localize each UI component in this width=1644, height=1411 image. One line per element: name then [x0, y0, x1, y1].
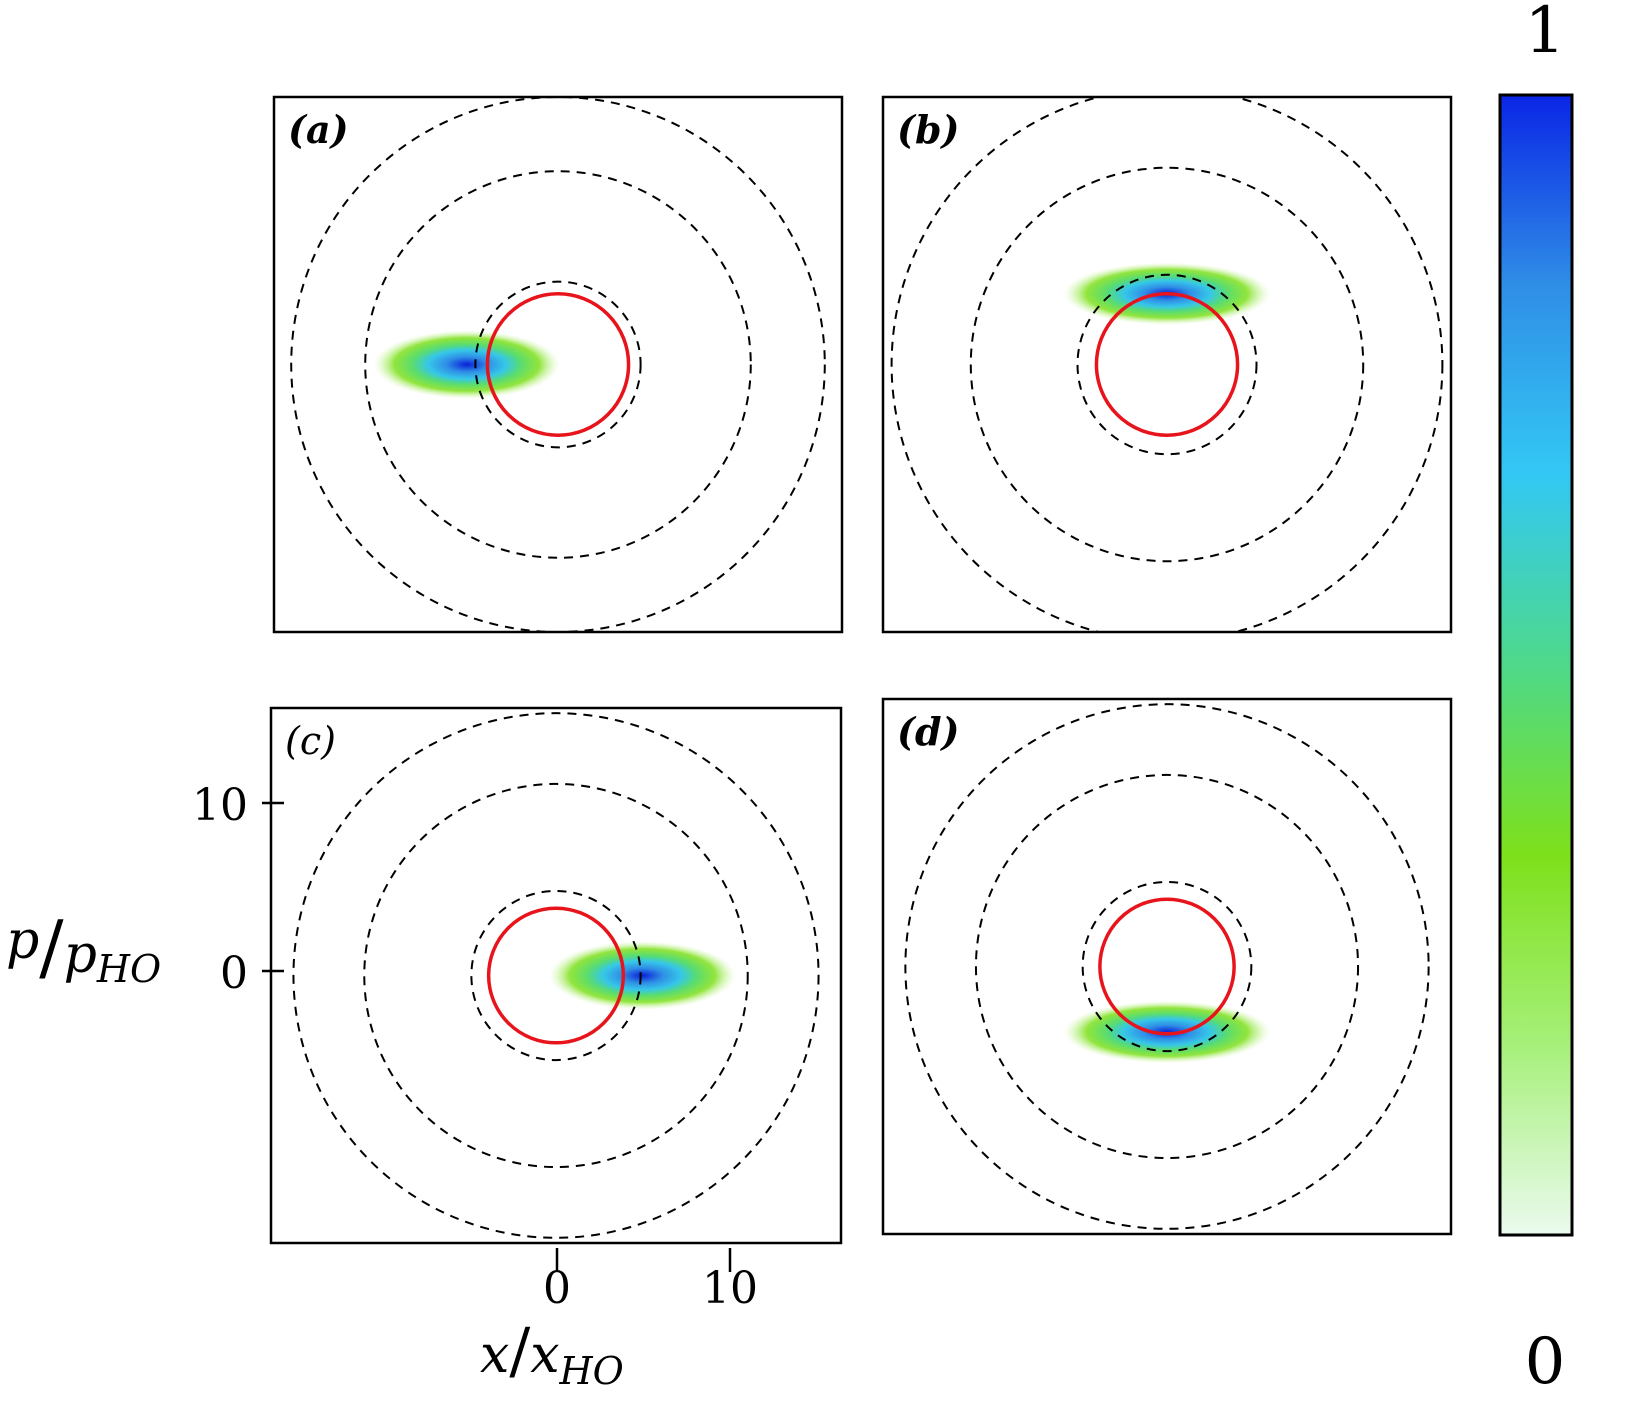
y-axis-var-2: p — [64, 925, 97, 985]
panel-d-red-circle — [1098, 897, 1236, 1036]
panel-b-dashed-circle-2 — [969, 166, 1365, 563]
y-axis-sub: HO — [96, 947, 161, 991]
axes-c: 10 0 0 10 — [192, 780, 758, 1314]
colorbar-min-label: 0 — [1525, 1325, 1566, 1399]
panel-b-frame — [881, 95, 1453, 634]
panel-b-red-circle — [1094, 291, 1240, 438]
panel-b-dashed-circle-1 — [1076, 273, 1258, 456]
panel-c-density-blob — [549, 941, 736, 1010]
panel-b-label: (b) — [897, 107, 960, 152]
panel-a-red-circle — [485, 291, 631, 438]
colorbar-fill — [1498, 93, 1574, 1237]
panel-a: (a) — [272, 95, 844, 634]
x-tick-label-0: 0 — [543, 1263, 571, 1314]
panel-d-plot — [904, 703, 1430, 1230]
colorbar-max-label: 1 — [1525, 0, 1566, 68]
panel-a-plot — [290, 97, 826, 632]
panel-c-frame — [269, 706, 843, 1245]
panel-b-plot — [890, 97, 1444, 632]
x-axis-sub: HO — [559, 1349, 624, 1393]
panel-c: (c) — [269, 706, 843, 1245]
panel-a-frame — [272, 95, 844, 634]
colorbar: 1 0 — [1498, 0, 1574, 1399]
panel-d-dashed-circle-3 — [904, 703, 1430, 1230]
panel-a-dashed-circle-1 — [474, 280, 642, 449]
panel-c-label: (c) — [285, 719, 336, 763]
x-axis-label: x/xHO — [480, 1314, 624, 1393]
panel-a-density-blob — [373, 330, 560, 399]
panel-c-dashed-circle-3 — [292, 712, 820, 1239]
y-tick-label-0: 0 — [220, 948, 248, 999]
panel-c-plot — [292, 712, 820, 1239]
panel-d: (d) — [881, 697, 1453, 1236]
y-axis-label: p/pHO — [6, 905, 161, 991]
panel-d-dashed-circle-2 — [974, 773, 1360, 1160]
panel-a-dashed-circle-3 — [290, 97, 826, 632]
panel-b: (b) — [881, 95, 1453, 634]
panel-c-red-circle — [486, 906, 626, 1045]
panel-d-label: (d) — [897, 709, 960, 754]
panel-d-frame — [881, 697, 1453, 1236]
panel-d-dashed-circle-1 — [1081, 880, 1253, 1053]
panel-c-dashed-circle-1 — [470, 889, 642, 1062]
x-tick-label-10: 10 — [702, 1263, 758, 1314]
panel-a-label: (a) — [288, 107, 349, 152]
panel-b-dashed-circle-3 — [890, 97, 1444, 632]
panel-c-dashed-circle-2 — [363, 782, 749, 1169]
x-axis-var-2: x — [530, 1325, 559, 1385]
panel-a-dashed-circle-2 — [364, 170, 752, 559]
y-tick-label-10: 10 — [192, 780, 248, 831]
x-axis-var: x — [480, 1325, 509, 1385]
y-axis-var: p — [6, 911, 39, 971]
